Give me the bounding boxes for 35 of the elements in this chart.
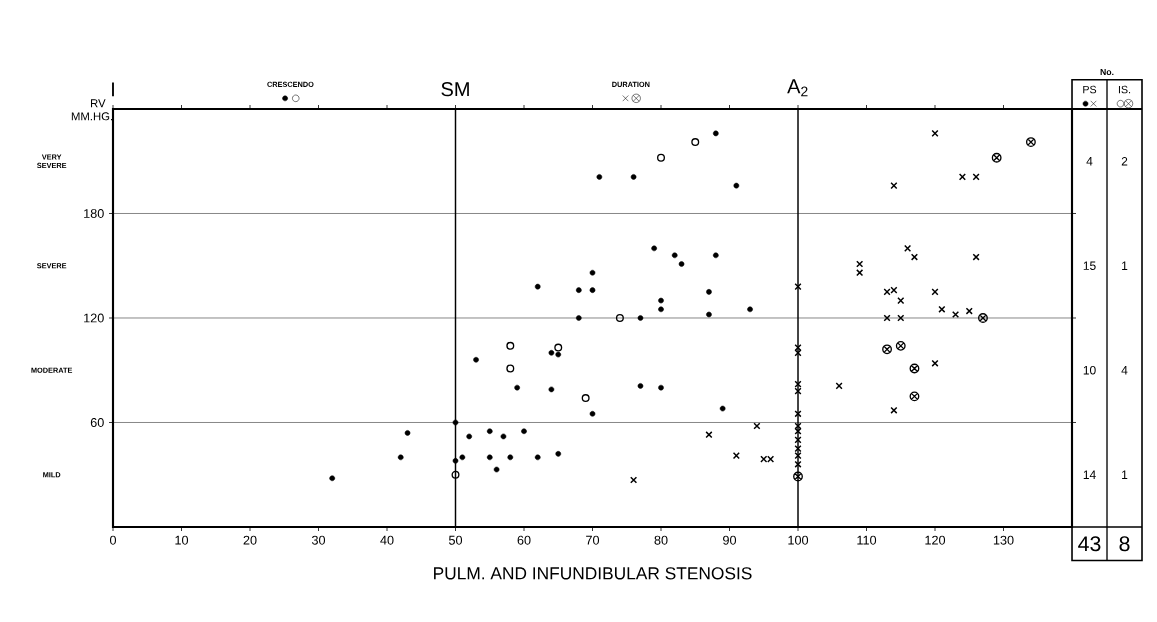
ref-line-label: A$_{2}$ [787, 79, 808, 97]
text: IS. [1118, 85, 1131, 94]
text: PS [1083, 85, 1097, 94]
x-tick-label: 30 [311, 535, 326, 545]
ref-line-label: SM [441, 82, 469, 97]
x-tick-label: 70 [586, 535, 600, 545]
x-tick-label: 90 [723, 535, 737, 545]
x-tick-label: 100 [788, 535, 809, 545]
x-tick-label: 40 [380, 535, 394, 545]
x-tick-label: 80 [654, 535, 668, 545]
text: 43 [1078, 536, 1101, 552]
x-tick-label: 10 [175, 535, 189, 545]
x-tick-label: 20 [243, 535, 257, 545]
text: No. [1100, 68, 1114, 76]
x-axis-title: PULM. AND INFUNDIBULAR STENOSIS [434, 567, 752, 580]
text: 10 [1083, 365, 1096, 375]
y-tick-label: 60 [90, 418, 104, 427]
x-tick-label: 130 [993, 535, 1014, 545]
x-tick-label: 120 [925, 535, 946, 545]
text: 14 [1083, 470, 1096, 479]
text: 8 [1119, 536, 1130, 552]
text: 2 [1121, 157, 1128, 166]
x-tick-label: 110 [857, 535, 877, 545]
y-tick-label: 180 [84, 209, 104, 218]
y-tick-label: 120 [84, 313, 104, 323]
text: 4 [1121, 366, 1128, 375]
text: 1 [1122, 261, 1128, 270]
text: 1 [1122, 470, 1128, 479]
x-tick-label: 60 [517, 535, 531, 545]
text: 15 [1083, 261, 1096, 270]
x-tick-label: 0 [109, 535, 117, 545]
y-axis-title: RV MM.HG. [71, 99, 113, 121]
x-tick-label: 50 [448, 535, 463, 545]
text: 4 [1086, 157, 1093, 166]
ref-line-label: I [112, 82, 114, 97]
